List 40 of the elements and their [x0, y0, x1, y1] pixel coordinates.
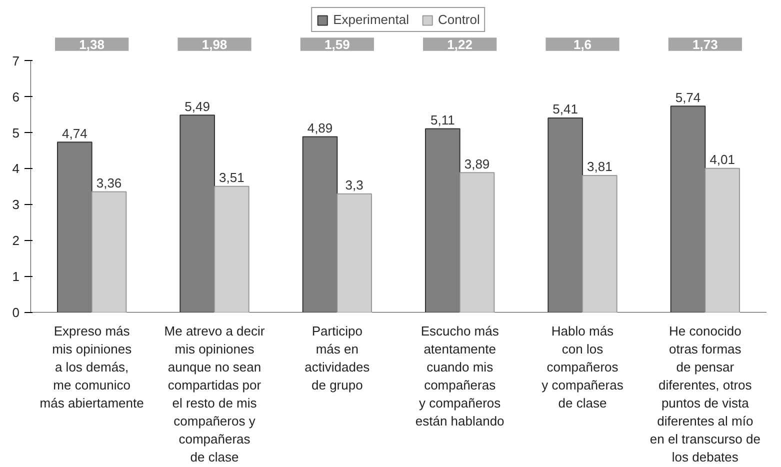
x-tick-label: Me atrevo a decir mis opiniones aunque no sean compartidas por el resto de mis compañeros y compañeras de clase: [164, 324, 266, 464]
y-tick-label: 4: [12, 161, 20, 176]
data-label: 4,89: [307, 120, 333, 136]
text: 1,73: [692, 36, 718, 52]
y-tick-label: 7: [12, 53, 20, 68]
legend-label: Control: [438, 12, 480, 27]
data-label: 4,01: [710, 152, 735, 168]
text: 1,22: [447, 36, 472, 52]
x-tick-label: He conocido otras formas de pensar diferentes, otros puntos de vista diferentes al mío en el transcurso de los debates: [650, 324, 760, 464]
data-label: 3,51: [219, 170, 244, 186]
y-tick-label: 5: [12, 125, 20, 140]
data-label: 5,41: [552, 102, 578, 117]
data-label: 3,36: [96, 175, 122, 190]
data-label: 5,49: [184, 98, 210, 114]
data-label: 3,3: [345, 178, 364, 193]
bar: [582, 175, 618, 312]
legend-label: Experimental: [333, 12, 409, 27]
y-tick-label: 0: [12, 305, 20, 320]
y-tick-label: 6: [12, 89, 20, 104]
data-label: 4,74: [62, 126, 88, 141]
text: 1,98: [202, 36, 228, 52]
x-tick-label: Participo más en actividades de grupo: [304, 324, 370, 392]
bar: [459, 172, 495, 312]
data-label: 5,11: [430, 112, 455, 128]
bar: [214, 186, 250, 312]
bar: [704, 168, 740, 312]
data-label: 3,89: [464, 156, 490, 172]
text: 1,6: [573, 36, 592, 52]
bar: [91, 191, 127, 312]
text: 1,38: [79, 36, 104, 52]
data-label: 3,81: [587, 159, 612, 174]
x-tick-label: Expreso más mis opiniones a los demás, me comunico más abiertamente: [40, 324, 144, 410]
text: 1,59: [324, 36, 350, 52]
y-tick-label: 3: [12, 197, 20, 212]
data-label: 5,74: [675, 90, 701, 105]
y-tick-label: 2: [12, 233, 20, 248]
bar: [336, 193, 372, 312]
x-tick-label: Escucho más atentamente cuando mis compañeras y compañeros están hablando: [415, 324, 504, 428]
x-tick-label: Hablo más con los compañeros y compañeras de clase: [542, 324, 624, 410]
y-tick-label: 1: [12, 269, 20, 284]
